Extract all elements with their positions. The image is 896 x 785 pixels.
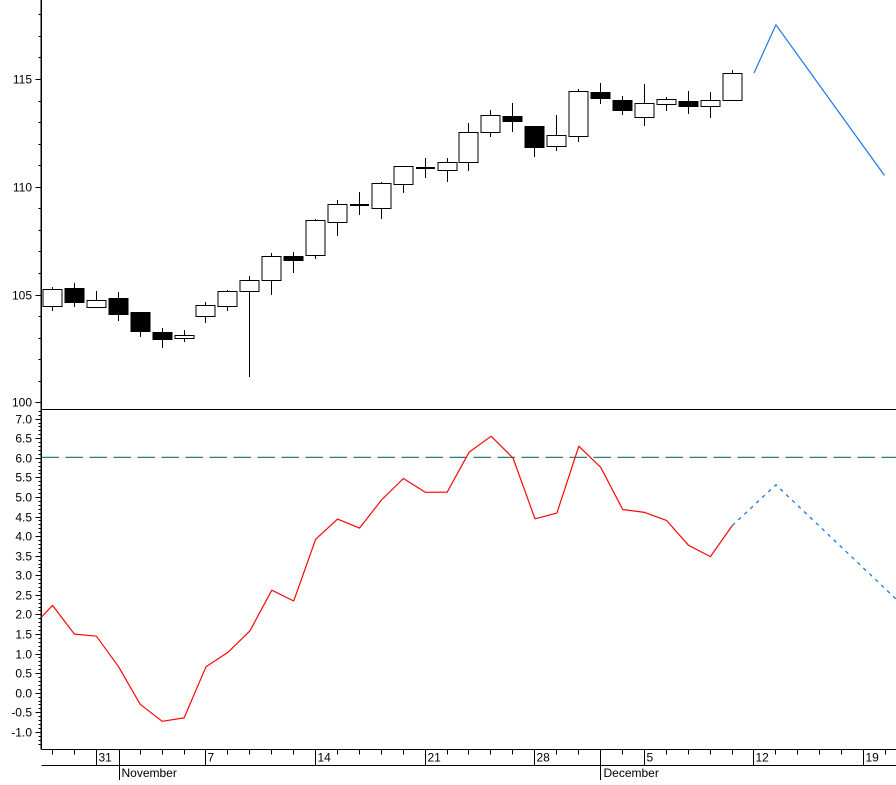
svg-text:1.5: 1.5 <box>15 627 32 641</box>
svg-text:6.0: 6.0 <box>15 451 32 465</box>
svg-text:31: 31 <box>99 751 113 765</box>
svg-text:4.5: 4.5 <box>15 510 32 524</box>
svg-text:December: December <box>604 766 659 780</box>
svg-text:12: 12 <box>756 751 770 765</box>
svg-text:0.5: 0.5 <box>15 666 32 680</box>
svg-text:5.0: 5.0 <box>15 490 32 504</box>
svg-text:7.0: 7.0 <box>15 412 32 426</box>
svg-text:3.5: 3.5 <box>15 549 32 563</box>
svg-text:6.5: 6.5 <box>15 431 32 445</box>
svg-text:100: 100 <box>12 395 32 409</box>
svg-text:7: 7 <box>208 751 215 765</box>
svg-text:4.0: 4.0 <box>15 529 32 543</box>
svg-text:-0.5: -0.5 <box>11 705 32 719</box>
svg-text:5: 5 <box>647 751 654 765</box>
svg-text:110: 110 <box>13 180 32 194</box>
svg-text:3.0: 3.0 <box>15 568 32 582</box>
svg-text:5.5: 5.5 <box>15 470 32 484</box>
svg-text:19: 19 <box>866 751 880 765</box>
svg-text:-1.0: -1.0 <box>11 725 32 739</box>
svg-text:2.5: 2.5 <box>15 588 32 602</box>
svg-text:1.0: 1.0 <box>15 647 32 661</box>
svg-text:115: 115 <box>13 72 32 86</box>
svg-text:November: November <box>122 766 177 780</box>
svg-text:2.0: 2.0 <box>15 607 32 621</box>
svg-text:21: 21 <box>428 751 442 765</box>
svg-text:0.0: 0.0 <box>15 686 32 700</box>
svg-text:105: 105 <box>12 288 32 302</box>
svg-text:14: 14 <box>318 751 332 765</box>
svg-text:28: 28 <box>537 751 551 765</box>
